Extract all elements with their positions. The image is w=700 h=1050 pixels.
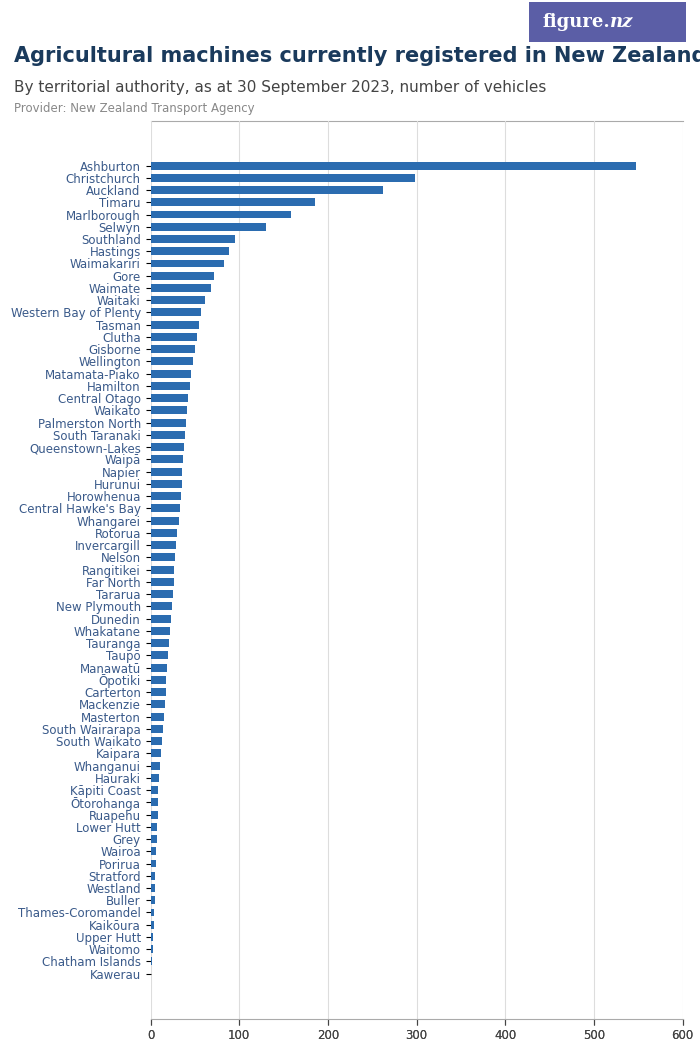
Bar: [150, 639, 169, 647]
Bar: [150, 382, 190, 390]
Bar: [150, 713, 164, 720]
Bar: [150, 345, 195, 353]
Bar: [150, 958, 153, 965]
Bar: [150, 786, 158, 794]
Bar: [150, 517, 179, 525]
Bar: [150, 247, 228, 255]
Bar: [150, 430, 185, 439]
Bar: [150, 211, 290, 218]
Bar: [150, 394, 188, 402]
Bar: [150, 933, 153, 941]
Bar: [150, 578, 174, 586]
Bar: [150, 419, 186, 426]
Bar: [150, 724, 163, 733]
Text: nz: nz: [610, 13, 634, 32]
Bar: [150, 884, 155, 892]
Bar: [150, 811, 158, 819]
Bar: [150, 456, 183, 463]
Bar: [150, 614, 171, 623]
Bar: [150, 921, 154, 928]
Bar: [150, 357, 193, 365]
Bar: [150, 504, 180, 512]
Bar: [150, 664, 167, 672]
Bar: [150, 908, 154, 917]
Bar: [150, 761, 160, 770]
Bar: [150, 467, 183, 476]
Bar: [150, 847, 156, 856]
Bar: [150, 198, 314, 206]
Bar: [150, 627, 170, 635]
Bar: [150, 835, 157, 843]
Bar: [150, 860, 156, 867]
Bar: [150, 284, 211, 292]
Bar: [150, 309, 201, 316]
Bar: [150, 823, 157, 831]
Bar: [150, 603, 172, 610]
Bar: [150, 259, 224, 268]
Bar: [150, 541, 176, 549]
Bar: [150, 296, 206, 304]
Bar: [150, 945, 153, 953]
Bar: [150, 676, 167, 684]
Bar: [150, 774, 160, 782]
Bar: [150, 897, 155, 904]
Bar: [150, 333, 197, 341]
Bar: [150, 798, 158, 806]
Bar: [150, 443, 184, 452]
Bar: [150, 688, 166, 696]
Text: figure.: figure.: [542, 13, 610, 32]
Bar: [150, 872, 155, 880]
Bar: [150, 566, 174, 573]
Bar: [150, 480, 181, 488]
Bar: [150, 737, 162, 745]
Bar: [150, 174, 414, 182]
Bar: [150, 223, 266, 231]
Bar: [150, 651, 168, 659]
Bar: [150, 492, 181, 500]
Bar: [150, 970, 151, 978]
Bar: [150, 320, 200, 329]
Bar: [150, 162, 636, 169]
Bar: [150, 272, 214, 279]
Text: Agricultural machines currently registered in New Zealand: Agricultural machines currently register…: [14, 46, 700, 66]
Bar: [150, 186, 383, 194]
Bar: [150, 750, 161, 757]
Bar: [150, 529, 177, 537]
Bar: [150, 406, 187, 415]
Bar: [150, 700, 164, 709]
Bar: [150, 370, 191, 378]
Bar: [150, 235, 234, 243]
Bar: [150, 590, 173, 598]
Text: Provider: New Zealand Transport Agency: Provider: New Zealand Transport Agency: [14, 102, 255, 114]
Text: By territorial authority, as at 30 September 2023, number of vehicles: By territorial authority, as at 30 Septe…: [14, 80, 547, 94]
Bar: [150, 553, 175, 562]
